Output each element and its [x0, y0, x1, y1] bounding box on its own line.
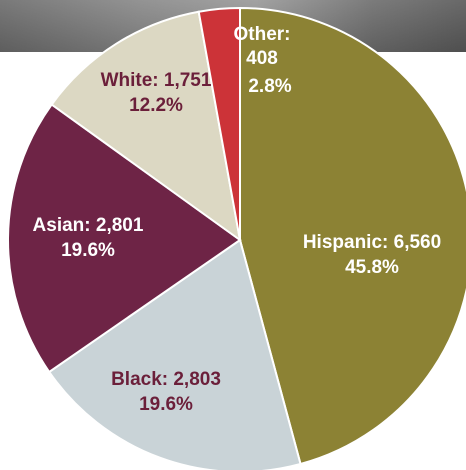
- label-hispanic-name: Hispanic: 6,560: [303, 232, 441, 253]
- pie-slices: [7, 6, 466, 470]
- pie-slice-white: [50, 10, 242, 243]
- label-black-name: Black: 2,803: [111, 369, 221, 390]
- label-hispanic-percent: 45.8%: [345, 257, 399, 278]
- label-other-percent: 2.8%: [248, 76, 291, 97]
- pie-slice-hispanic: [239, 6, 466, 466]
- pie-slice-other: [197, 6, 241, 241]
- label-asian-name: Asian: 2,801: [33, 215, 144, 236]
- label-asian-percent: 19.6%: [61, 240, 115, 261]
- pie-slice-asian: [7, 103, 242, 374]
- label-other-value: 408: [246, 48, 278, 69]
- label-white-percent: 12.2%: [129, 95, 183, 116]
- label-black-percent: 19.6%: [139, 394, 193, 415]
- label-white-name: White: 1,751: [101, 70, 212, 91]
- label-other-name: Other:: [234, 24, 291, 45]
